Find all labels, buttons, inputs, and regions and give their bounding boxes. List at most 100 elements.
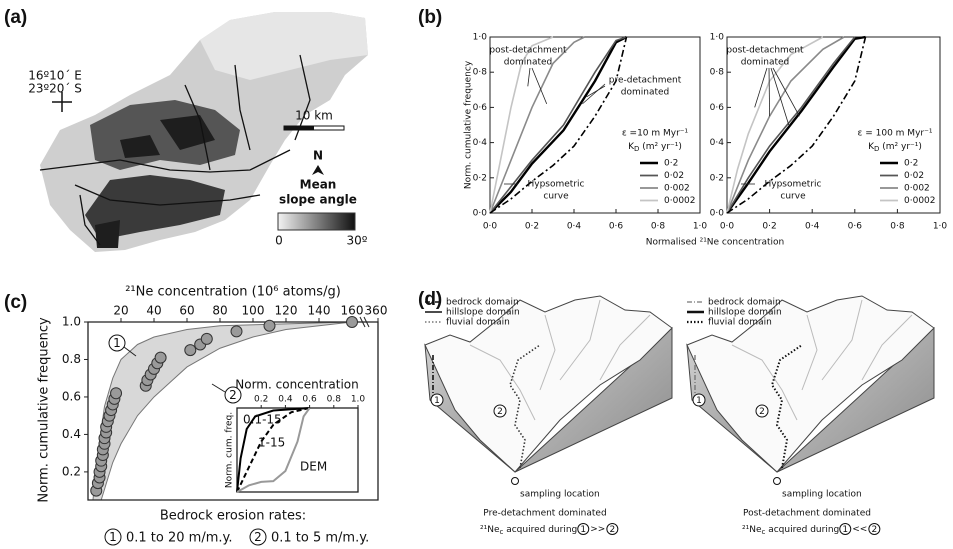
x-tick-label: 0.4: [278, 395, 293, 405]
annotation: curve: [543, 192, 569, 202]
annotation: Hypsometric: [528, 180, 585, 190]
annotation-leader: [771, 68, 789, 125]
y-tick-label: 0·4: [710, 138, 725, 148]
latitude: 23º20´ S: [28, 82, 82, 96]
north-arrow: [312, 165, 324, 175]
longitude: 16º10´ E: [28, 69, 82, 83]
x-tick-label: 20: [113, 304, 128, 318]
annotation: post-detachment: [726, 46, 804, 56]
x-tick-label: 1·0: [933, 222, 948, 232]
legend-unit: KD (m² yr⁻¹): [868, 142, 922, 154]
legend-label: 0.1 to 20 m/m.y.: [126, 531, 232, 546]
y-tick-label: 1·0: [473, 33, 488, 43]
legend-label: 0·002: [904, 184, 930, 194]
y-tick-label: 0.4: [62, 427, 81, 441]
annotation: pre-detachment: [609, 76, 682, 86]
annotation: dominated: [741, 58, 790, 68]
caption: ²¹Nec acquired during: [742, 525, 839, 537]
x-tick-label: 160: [341, 304, 364, 318]
y-axis-label: Norm. cumulative frequency: [464, 60, 474, 189]
unit-text: (m² yr⁻¹): [879, 142, 922, 152]
legend-label: bedrock domain: [446, 298, 519, 308]
scale-bar: [284, 126, 314, 130]
annotation-leader: [528, 68, 530, 86]
legend-label: 0.1 to 5 m/m.y.: [271, 531, 369, 546]
inset-title: Norm. concentration: [235, 378, 358, 392]
caption: Post-detachment dominated: [743, 509, 871, 519]
marker-label: 2: [871, 525, 877, 535]
sampling-point: [512, 478, 519, 485]
map: (a) 16º10´ E 23º20´ S 10 km N Mean slope…: [4, 7, 368, 252]
point: [185, 345, 196, 356]
colorbar-min: 0: [275, 234, 283, 248]
marker-label: 1: [434, 396, 440, 406]
x-tick-label: 0·0: [720, 222, 735, 232]
y-tick-label: 0.2: [62, 464, 81, 478]
series-label: DEM: [300, 460, 327, 474]
y-tick-label: 0·8: [710, 68, 725, 78]
inset-y-label: Norm. cum. freq.: [225, 412, 235, 488]
panel-label: (c): [4, 292, 27, 313]
legend-label: bedrock domain: [708, 298, 781, 308]
panel-label: (a): [4, 7, 27, 28]
x-tick-label: 0·8: [651, 222, 666, 232]
legend-label: 0·2: [904, 159, 918, 169]
x-tick-label: 0·4: [567, 222, 582, 232]
marker-label: 1: [696, 396, 702, 406]
legend-label: 0·02: [664, 171, 684, 181]
annotation: dominated: [504, 58, 553, 68]
caption-relation: >>: [590, 525, 605, 535]
y-tick-label: 1.0: [62, 315, 81, 329]
point: [155, 352, 166, 363]
annotation: Hypsometric: [765, 180, 822, 190]
caption-part: ²¹Ne: [480, 525, 500, 535]
x-tick-label: 120: [275, 304, 298, 318]
annotation-leader: [532, 68, 547, 104]
annotation: curve: [780, 192, 806, 202]
colorbar: [278, 213, 355, 230]
legend-title: Mean: [300, 178, 337, 192]
series-label: 0.1-15: [243, 413, 282, 427]
caption-part: ²¹Ne: [742, 525, 762, 535]
x-tick-label: 60: [179, 304, 194, 318]
legend-label: 0·02: [904, 171, 924, 181]
x-tick-label: 0·0: [483, 222, 498, 232]
unit-text: (m² yr⁻¹): [639, 142, 682, 152]
x-tick-label: 40: [146, 304, 161, 318]
marker-label: 2: [254, 530, 262, 544]
legend-title: ε =10 m Myr⁻¹: [622, 129, 689, 139]
annotation: dominated: [621, 88, 670, 98]
legend-label: fluvial domain: [708, 318, 772, 328]
y-tick-label: 0·2: [473, 173, 487, 183]
x-tick-label: 0·6: [848, 222, 863, 232]
marker-label: 1: [842, 525, 848, 535]
x-axis-label: Normalised ²¹Ne concentration: [646, 238, 785, 248]
annotation: post-detachment: [489, 46, 567, 56]
point: [347, 317, 358, 328]
point: [231, 326, 242, 337]
sampling-point: [774, 478, 781, 485]
marker-label: 1: [109, 530, 117, 544]
x-tick-label: 0·2: [525, 222, 539, 232]
annotation-leader: [212, 384, 225, 392]
legend-unit: KD (m² yr⁻¹): [628, 142, 682, 154]
y-tick-label: 0·4: [473, 138, 488, 148]
legend-label: 0·0002: [664, 196, 696, 206]
x-tick-label: 0·6: [609, 222, 624, 232]
caption: ²¹Nec acquired during: [480, 525, 577, 537]
marker-label: 1: [580, 525, 586, 535]
caption: Pre-detachment dominated: [483, 509, 606, 519]
y-tick-label: 0·6: [710, 103, 725, 113]
x-tick-label: 0.8: [327, 395, 342, 405]
x-tick-label: 0.2: [254, 395, 268, 405]
x-tick-label: 360: [365, 304, 388, 318]
north-label: N: [313, 149, 323, 163]
legend-label: 0·2: [664, 159, 678, 169]
x-tick-label: 0.6: [302, 395, 317, 405]
sampling-label: sampling location: [782, 490, 862, 500]
sampling-label: sampling location: [520, 490, 600, 500]
x-tick-label: 0·8: [890, 222, 905, 232]
series-label: 1-15: [258, 436, 285, 450]
caption-part: acquired during: [503, 525, 577, 535]
legend-title: Bedrock erosion rates:: [160, 509, 306, 524]
